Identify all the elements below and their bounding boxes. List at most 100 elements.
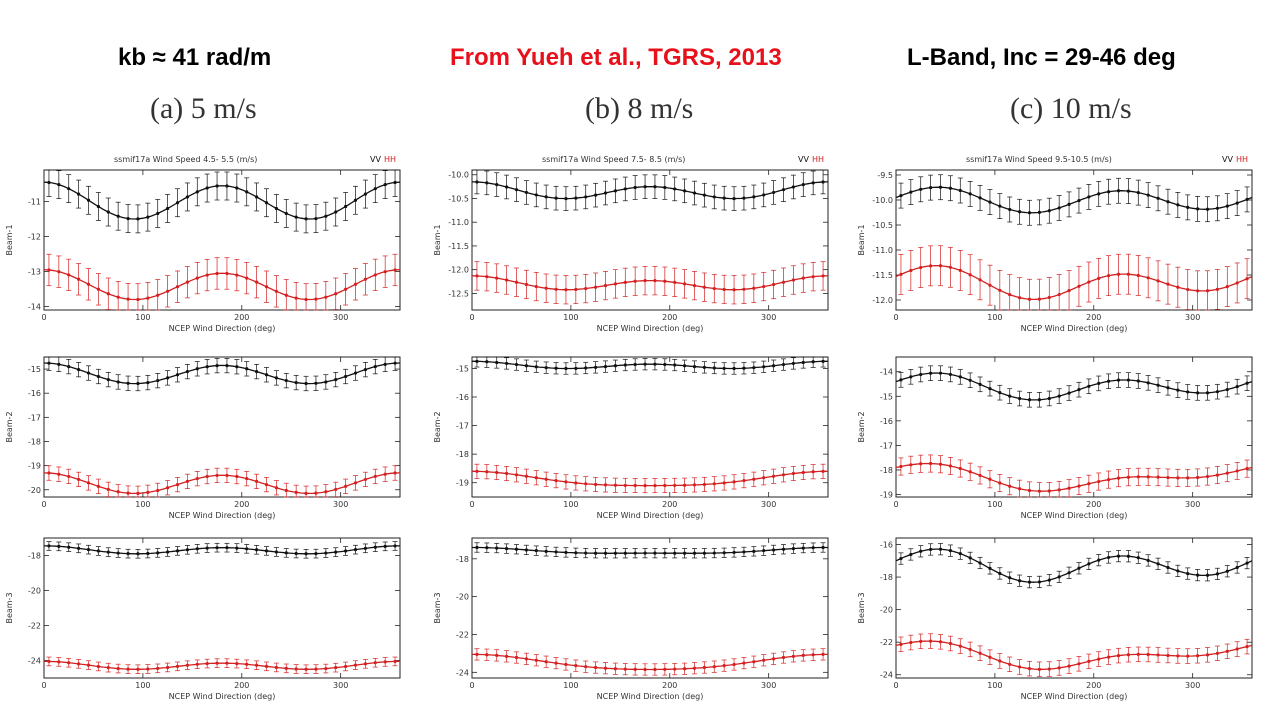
x-tick-label: 0 [41,681,46,690]
data-point-hh [1235,647,1239,651]
plot-frame [43,356,401,498]
data-point-hh [742,287,746,291]
data-point-hh [692,483,697,487]
data-point-vv [96,204,100,209]
data-point-hh [732,288,736,292]
data-point-hh [653,667,657,672]
data-point-hh [166,665,170,670]
data-point-vv [1047,209,1051,213]
x-axis-label: NCEP Wind Direction (deg) [1021,692,1128,701]
data-point-hh [929,639,933,643]
data-point-hh [96,484,100,488]
data-point-hh [584,665,588,669]
data-point-hh [1235,469,1239,473]
data-point-hh [495,276,499,280]
data-point-hh [1077,662,1081,666]
data-point-vv [57,544,61,548]
y-tick-label: -18 [456,450,469,459]
data-point-hh [1215,473,1219,477]
data-point-hh [791,471,795,476]
data-point-hh [791,654,795,658]
series-vv [472,169,828,211]
x-tick-label: 300 [333,500,348,509]
data-point-vv [1166,386,1170,390]
data-point-vv [938,371,943,375]
data-point-hh [584,482,588,486]
data-point-vv [1225,569,1229,573]
data-point-hh [67,661,71,665]
data-point-vv [958,188,962,193]
data-point-vv [1176,203,1180,207]
data-point-vv [968,192,972,196]
legend-hh: HH [812,155,824,164]
x-tick-label: 300 [1185,681,1200,690]
data-point-vv [899,193,903,198]
data-point-vv [821,359,825,363]
data-point-hh [643,483,647,488]
data-point-vv [235,365,239,369]
y-tick-label: -17 [456,422,469,431]
data-point-vv [938,185,943,189]
data-point-hh [314,491,318,495]
data-point-vv [1047,578,1051,582]
data-point-hh [514,655,519,660]
data-point-vv [57,183,61,187]
data-point-hh [334,666,338,670]
data-point-hh [1008,662,1012,666]
y-tick-label: -11 [28,198,41,207]
data-point-hh [1116,272,1121,276]
y-tick-label: -20 [28,486,41,495]
y-tick-label: -12.0 [872,296,893,305]
data-point-vv [304,552,308,556]
x-tick-label: 100 [987,500,1002,509]
plot-frame [471,356,829,498]
series-line-hh [472,470,828,487]
series-hh [895,633,1253,678]
data-point-hh [136,667,140,671]
data-point-hh [524,474,528,478]
data-point-hh [603,483,608,487]
data-point-hh [175,482,180,487]
data-point-hh [564,480,568,484]
data-point-vv [86,371,91,375]
data-point-hh [175,285,180,289]
data-point-vv [978,196,982,200]
data-point-hh [811,275,815,279]
data-point-vv [692,364,697,369]
panel-c-chart: ssmif17a Wind Speed 9.5-10.5 (m/s) VV HH -9… [857,155,1253,701]
data-point-vv [1037,580,1041,584]
y-tick-label: -24 [28,657,41,666]
data-point-vv [643,362,647,366]
data-point-hh [633,667,637,671]
data-point-hh [205,661,209,666]
data-point-vv [988,387,992,391]
data-point-hh [584,286,588,291]
x-tick-label: 200 [662,681,677,690]
data-point-hh [781,280,786,284]
data-point-hh [304,667,308,671]
data-point-vv [1037,210,1041,214]
legend-vv: VV [370,155,381,164]
data-point-hh [514,280,519,284]
data-point-vv [1146,193,1150,197]
data-point-hh [772,474,776,478]
data-point-vv [968,556,972,560]
data-point-hh [1186,287,1190,292]
data-point-vv [1057,394,1061,398]
data-point-hh [393,659,397,664]
data-point-vv [554,196,558,200]
data-point-vv [613,551,617,555]
y-tick-label: -18 [880,573,893,582]
series-hh [895,245,1253,311]
data-point-vv [106,210,110,214]
data-point-vv [363,192,367,196]
series-line-hh [44,660,400,670]
data-point-hh [1156,279,1160,283]
data-point-hh [475,469,479,473]
data-point-vv [623,551,627,555]
data-point-vv [811,360,815,364]
data-point-hh [67,273,71,277]
data-point-vv [205,186,209,190]
data-point-hh [821,652,825,656]
data-point-hh [623,280,627,284]
